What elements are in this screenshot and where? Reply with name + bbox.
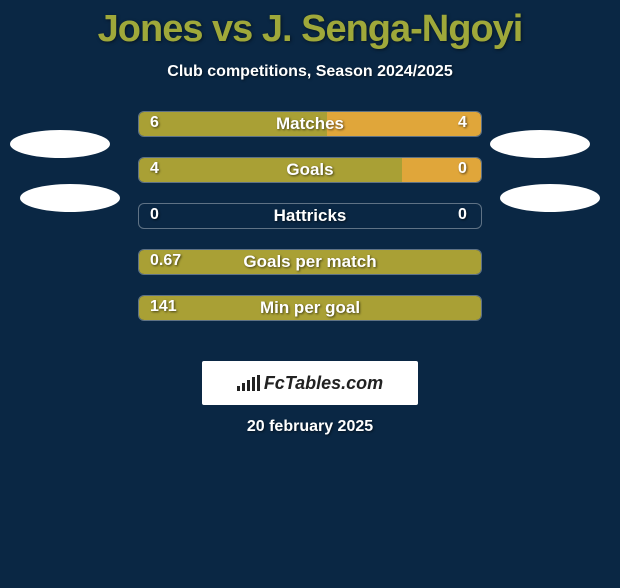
avatar-ellipse <box>490 130 590 158</box>
stat-label: Goals <box>286 160 333 180</box>
stat-right-value: 0 <box>458 206 467 224</box>
vs-text: vs <box>202 8 261 50</box>
comparison-title: Jones vs J. Senga-Ngoyi <box>0 8 620 51</box>
player1-name: Jones <box>98 8 203 50</box>
fctables-logo: FcTables.com <box>202 361 418 405</box>
stat-right-value: 4 <box>458 114 467 132</box>
avatar-ellipse <box>500 184 600 212</box>
stat-label: Goals per match <box>243 252 376 272</box>
stat-left-value: 6 <box>150 114 159 132</box>
logo-bars-icon <box>237 375 260 391</box>
stat-label: Matches <box>276 114 344 134</box>
avatar-ellipse <box>20 184 120 212</box>
logo-content: FcTables.com <box>237 373 383 394</box>
stat-left-value: 0 <box>150 206 159 224</box>
bar-right <box>402 158 481 182</box>
stat-left-value: 4 <box>150 160 159 178</box>
avatar-ellipse <box>10 130 110 158</box>
stat-row: 0.67 Goals per match <box>0 249 620 283</box>
date-text: 20 february 2025 <box>247 418 373 436</box>
logo-bar <box>242 383 245 391</box>
stat-left-value: 0.67 <box>150 252 181 270</box>
stat-label: Min per goal <box>260 298 360 318</box>
logo-bar <box>237 386 240 391</box>
stat-left-value: 141 <box>150 298 177 316</box>
subtitle: Club competitions, Season 2024/2025 <box>0 63 620 81</box>
player2-name: J. Senga-Ngoyi <box>262 8 523 50</box>
logo-bar <box>257 375 260 391</box>
logo-bar <box>247 380 250 391</box>
bar-left <box>139 158 402 182</box>
logo-text: FcTables.com <box>264 373 383 394</box>
stat-right-value: 0 <box>458 160 467 178</box>
stat-label: Hattricks <box>274 206 347 226</box>
logo-bar <box>252 377 255 391</box>
stat-row: 141 Min per goal <box>0 295 620 329</box>
